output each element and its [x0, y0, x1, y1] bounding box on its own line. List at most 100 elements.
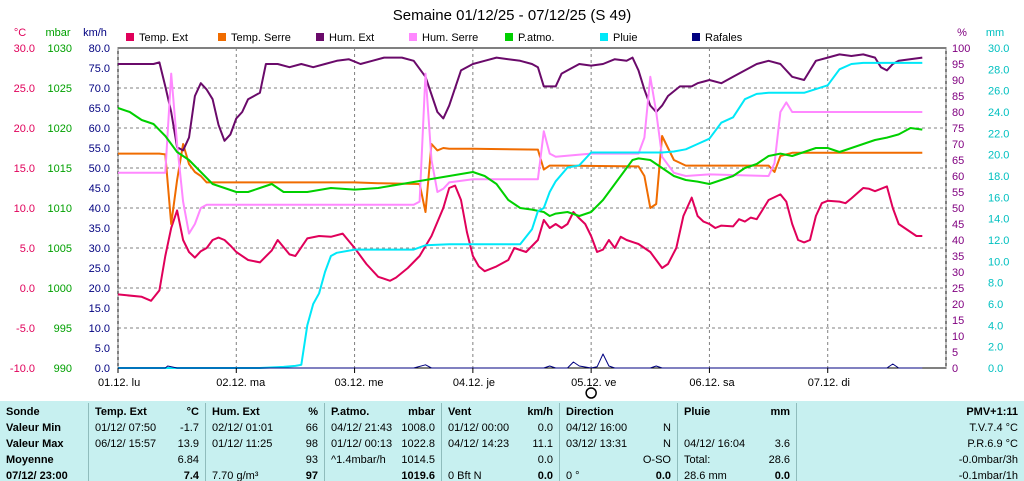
hum-tick-label: 80 — [952, 107, 964, 119]
temp-tick-label: -10.0 — [10, 363, 35, 375]
hum-tick-label: 30 — [952, 267, 964, 279]
min-time: 04/12/ 21:43 — [331, 422, 393, 434]
hum-tick-label: 10 — [952, 331, 964, 343]
rain-tick-label: 26.0 — [988, 86, 1009, 98]
hum-tick-label: 65 — [952, 155, 964, 167]
press-tick-label: 1020 — [48, 123, 72, 135]
axis-units: °C mbar km/h% mm — [14, 27, 1004, 39]
rain-tick-label: 12.0 — [988, 235, 1009, 247]
row1: T.V.7.4 °C — [969, 422, 1018, 434]
summary-panel: Sonde Valeur Min Valeur Max Moyenne 07/1… — [0, 401, 1024, 481]
min-value: -1.7 — [180, 422, 199, 434]
max-value: 11.1 — [532, 438, 553, 450]
total-label: Total: — [684, 454, 711, 466]
legend-swatch — [505, 33, 513, 41]
max-value: 1022.8 — [401, 438, 435, 450]
series-lines — [117, 53, 923, 369]
series-line — [118, 53, 923, 152]
head: Direction — [566, 406, 614, 418]
temp-tick-label: -5.0 — [16, 323, 35, 335]
legend-label: Rafales — [705, 32, 743, 44]
hum-tick-label: 95 — [952, 59, 964, 71]
rain-tick-label: 30.0 — [988, 43, 1009, 55]
avg-value: 6.84 — [177, 454, 199, 466]
hum-tick-label: 45 — [952, 219, 964, 231]
total-value: 28.6 — [768, 454, 790, 466]
grid — [117, 47, 947, 369]
time-cursor[interactable] — [585, 387, 597, 399]
unit: km/h — [527, 406, 553, 418]
wind-tick-label: 15.0 — [89, 303, 110, 315]
press-tick-label: 1005 — [48, 243, 72, 255]
total-mm: 28.6 mm — [684, 470, 727, 481]
wind-tick-label: 25.0 — [89, 263, 110, 275]
row-max-label: Valeur Max — [6, 438, 64, 450]
temp-tick-label: 30.0 — [14, 43, 35, 55]
cursor-handle[interactable] — [585, 387, 597, 399]
hum-tick-label: 20 — [952, 299, 964, 311]
col-sonde: Sonde Valeur Min Valeur Max Moyenne 07/1… — [0, 401, 88, 481]
avg-value: 93 — [305, 454, 318, 466]
wind-tick-label: 35.0 — [89, 223, 110, 235]
max-value: 13.9 — [177, 438, 199, 450]
row-min-label: Valeur Min — [6, 422, 62, 434]
wind-tick-label: 40.0 — [89, 203, 110, 215]
legend-label: P.atmo. — [518, 32, 555, 44]
col-pmv: PMV+1:11 T.V.7.4 °C P.R.6.9 °C -0.0mbar/… — [797, 401, 1024, 481]
rain-tick-label: 22.0 — [988, 128, 1009, 140]
max-value: 98 — [305, 438, 318, 450]
hum-tick-label: 90 — [952, 75, 964, 87]
rain-tick-label: 8.0 — [988, 278, 1003, 290]
row3: -0.0mbar/3h — [958, 454, 1018, 466]
wind-tick-label: 75.0 — [89, 63, 110, 75]
temp-tick-label: 25.0 — [14, 83, 35, 95]
press-tick-label: 990 — [54, 363, 72, 375]
legend-label: Pluie — [613, 32, 637, 44]
press-tick-label: 1025 — [48, 83, 72, 95]
wind-tick-label: 55.0 — [89, 143, 110, 155]
rain-tick-label: 28.0 — [988, 64, 1009, 76]
col-direction: Direction 04/12/ 16:00 N 03/12/ 13:31 N O-… — [560, 401, 677, 481]
x-tick-label: 01.12. lu — [98, 377, 140, 389]
series-line — [117, 184, 923, 302]
avg-value: O-SO — [642, 454, 671, 466]
max-time: 03/12/ 13:31 — [566, 438, 628, 450]
rain-tick-label: 6.0 — [988, 299, 1003, 311]
max-time: 01/12/ 11:25 — [212, 438, 273, 450]
col-hum-ext: Hum. Ext% 02/12/ 01:01 66 01/12/ 11:25 98 … — [206, 401, 324, 481]
rain-tick-label: 0.0 — [988, 363, 1003, 375]
temp-tick-label: 5.0 — [20, 243, 35, 255]
series-line — [118, 353, 923, 369]
rain-tick-label: 2.0 — [988, 342, 1003, 354]
head: Sonde — [6, 406, 40, 418]
temp-tick-label: 15.0 — [14, 163, 35, 175]
rain-tick-label: 16.0 — [988, 192, 1009, 204]
wind-tick-label: 20.0 — [89, 283, 110, 295]
col-temp-ext: Temp. Ext °C 01/12/ 07:50 -1.7 06/12/ 15:5… — [89, 401, 205, 481]
beaufort: 0 Bft N — [448, 470, 482, 481]
max-time: 01/12/ 00:13 — [331, 438, 393, 450]
legend-label: Hum. Serre — [422, 32, 478, 44]
press-tick-label: 1000 — [48, 283, 72, 295]
current-value: 0.0 — [537, 470, 553, 481]
col-pressure: P.atmo. mbar 04/12/ 21:43 1008.0 01/12/ 00… — [325, 401, 441, 481]
col-wind: Vent km/h 01/12/ 00:00 0.0 04/12/ 14:23 11.… — [442, 401, 559, 481]
rain-tick-label: 4.0 — [988, 320, 1003, 332]
wind-tick-label: 0.0 — [95, 363, 110, 375]
temp-unit-label: °C — [14, 27, 26, 39]
legend-swatch — [126, 33, 134, 41]
x-tick-label: 03.12. me — [335, 377, 384, 389]
head: Pluie — [684, 406, 711, 418]
legend-swatch — [409, 33, 417, 41]
temp-tick-label: 0.0 — [20, 283, 35, 295]
temp-tick-label: 10.0 — [14, 203, 35, 215]
hum-tick-label: 5 — [952, 347, 958, 359]
press-unit-label: mbar — [45, 27, 70, 39]
row2: P.R.6.9 °C — [967, 438, 1018, 450]
current-value: 0.0 — [655, 470, 671, 481]
min-value: 1008.0 — [401, 422, 435, 434]
wind-tick-label: 5.0 — [95, 343, 110, 355]
x-axis-labels: 01.12. lu 02.12. ma 03.12. me 04.12. je 05.1… — [98, 368, 850, 389]
current-value: 7.4 — [183, 470, 199, 481]
row-avg-label: Moyenne — [6, 454, 54, 466]
